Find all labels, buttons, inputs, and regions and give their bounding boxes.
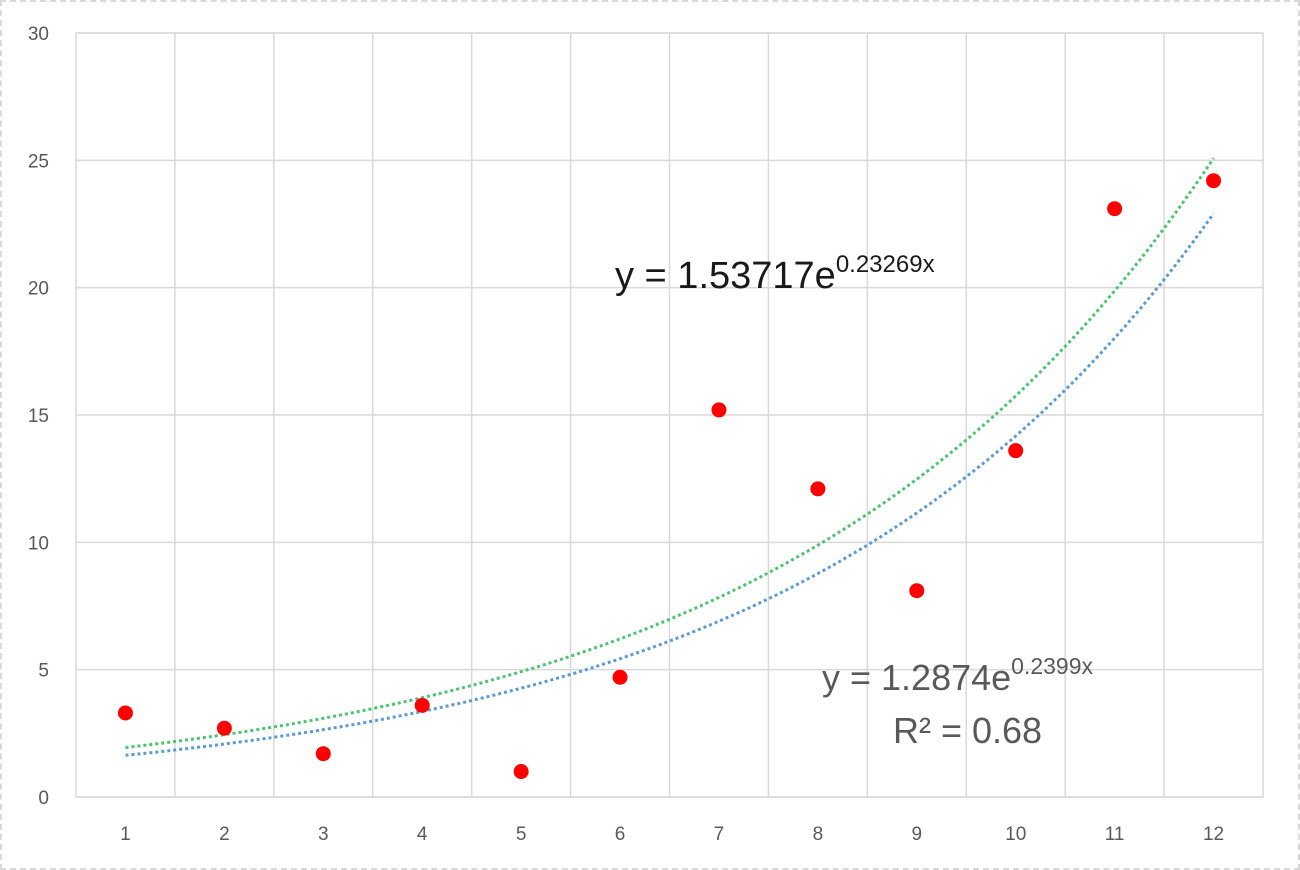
data-point	[117, 705, 133, 721]
x-tick-label: 4	[417, 824, 428, 845]
y-tick-label: 30	[28, 24, 49, 45]
data-point	[711, 402, 727, 418]
trendline-equation-2-exponent: 0.2399x	[1011, 653, 1093, 679]
data-point	[513, 764, 529, 780]
plot-border	[75, 32, 1264, 798]
y-tick-label: 0	[38, 788, 49, 809]
x-tick-label: 9	[912, 824, 923, 845]
trendline-equation-2: y = 1.2874e0.2399x	[822, 653, 1094, 698]
x-tick-label: 2	[219, 824, 230, 845]
data-point	[315, 746, 331, 762]
trendline-equation-2-base: y = 1.2874e	[822, 657, 1011, 698]
x-tick-label: 11	[1105, 824, 1125, 845]
x-axis-ticks: 1 2 3 4 5 6 7 8 9 10 11 12	[120, 824, 1224, 845]
data-point	[1008, 443, 1024, 459]
r-squared-label: R² = 0.68	[893, 710, 1042, 751]
trendline-equation-1-exponent: 0.23269x	[836, 251, 935, 278]
x-tick-label: 8	[813, 824, 824, 845]
x-tick-label: 12	[1203, 824, 1224, 845]
y-tick-label: 20	[28, 279, 49, 300]
trendline-equation-1: y = 1.53717e0.23269x	[615, 251, 935, 297]
x-tick-label: 3	[318, 824, 329, 845]
x-tick-label: 5	[516, 824, 527, 845]
data-point	[414, 697, 430, 713]
y-axis-ticks: 0 5 10 15 20 25 30	[28, 24, 49, 809]
y-tick-label: 15	[28, 406, 49, 427]
trendline-2	[125, 212, 1215, 757]
trendline-equation-1-base: y = 1.53717e	[615, 255, 836, 297]
data-point	[1206, 173, 1222, 189]
trendline-1	[125, 157, 1215, 750]
data-point	[810, 481, 826, 497]
grid	[76, 32, 1263, 798]
y-tick-label: 10	[28, 533, 49, 554]
trendlines	[125, 157, 1215, 757]
data-point	[612, 669, 628, 685]
y-tick-label: 25	[28, 151, 49, 172]
y-tick-label: 5	[38, 661, 49, 682]
data-point	[1107, 201, 1123, 217]
x-tick-label: 7	[714, 824, 725, 845]
data-points	[117, 173, 1222, 780]
data-point	[216, 720, 232, 736]
x-tick-label: 1	[120, 824, 131, 845]
x-tick-label: 6	[615, 824, 626, 845]
x-tick-label: 10	[1005, 824, 1026, 845]
data-point	[909, 583, 925, 599]
